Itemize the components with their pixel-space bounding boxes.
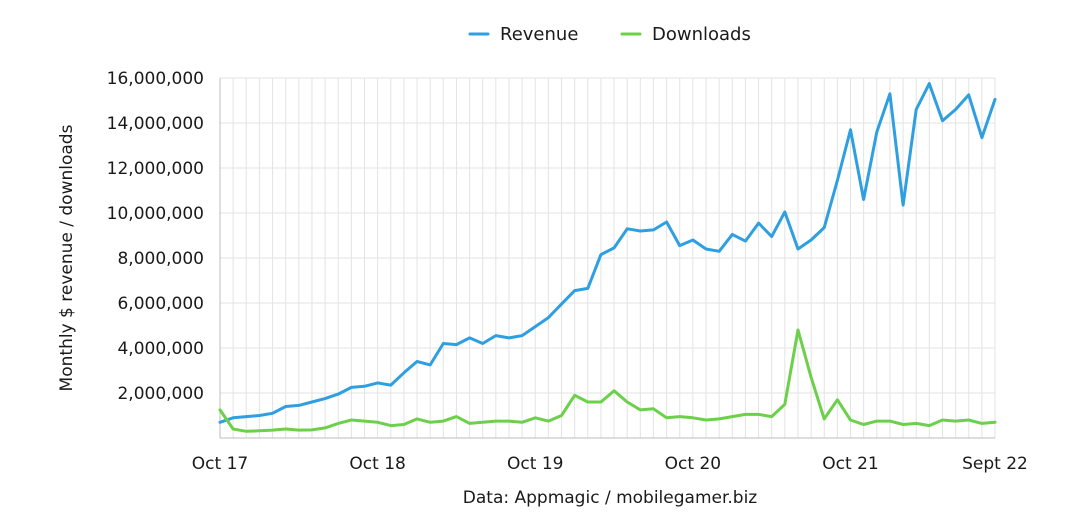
y-axis-title: Monthly $ revenue / downloads: [57, 124, 77, 391]
y-tick-label: 8,000,000: [117, 249, 204, 269]
y-tick-label: 12,000,000: [107, 159, 204, 179]
x-axis-tick-labels: Oct 17 Oct 18 Oct 19 Oct 20 Oct 21 Sept 22: [192, 454, 1028, 474]
y-axis-tick-labels: 2,000,000 4,000,000 6,000,000 8,000,000 10,0…: [107, 69, 204, 404]
y-tick-label: 4,000,000: [117, 339, 204, 359]
axes: [219, 78, 995, 439]
y-tick-label: 14,000,000: [107, 114, 204, 134]
y-tick-label: 2,000,000: [117, 384, 204, 404]
x-tick-label: Oct 17: [192, 454, 248, 474]
x-tick-label: Sept 22: [962, 454, 1028, 474]
legend-item-revenue: Revenue: [468, 24, 578, 45]
y-tick-label: 16,000,000: [107, 69, 204, 89]
legend-item-downloads: Downloads: [620, 24, 751, 45]
x-tick-label: Oct 21: [822, 454, 878, 474]
legend-label: Revenue: [500, 24, 578, 45]
x-tick-label: Oct 20: [665, 454, 721, 474]
series-lines: [218, 82, 997, 433]
legend: Revenue Downloads: [468, 24, 751, 45]
legend-label: Downloads: [652, 24, 751, 45]
y-tick-label: 6,000,000: [117, 294, 204, 314]
source-note: Data: Appmagic / mobilegamer.biz: [463, 488, 758, 508]
series-line-downloads: [218, 328, 997, 433]
x-tick-label: Oct 18: [349, 454, 405, 474]
series-line-revenue: [218, 82, 997, 424]
horizontal-gridlines: [220, 77, 995, 394]
y-tick-label: 10,000,000: [107, 204, 204, 224]
x-tick-label: Oct 19: [507, 454, 563, 474]
